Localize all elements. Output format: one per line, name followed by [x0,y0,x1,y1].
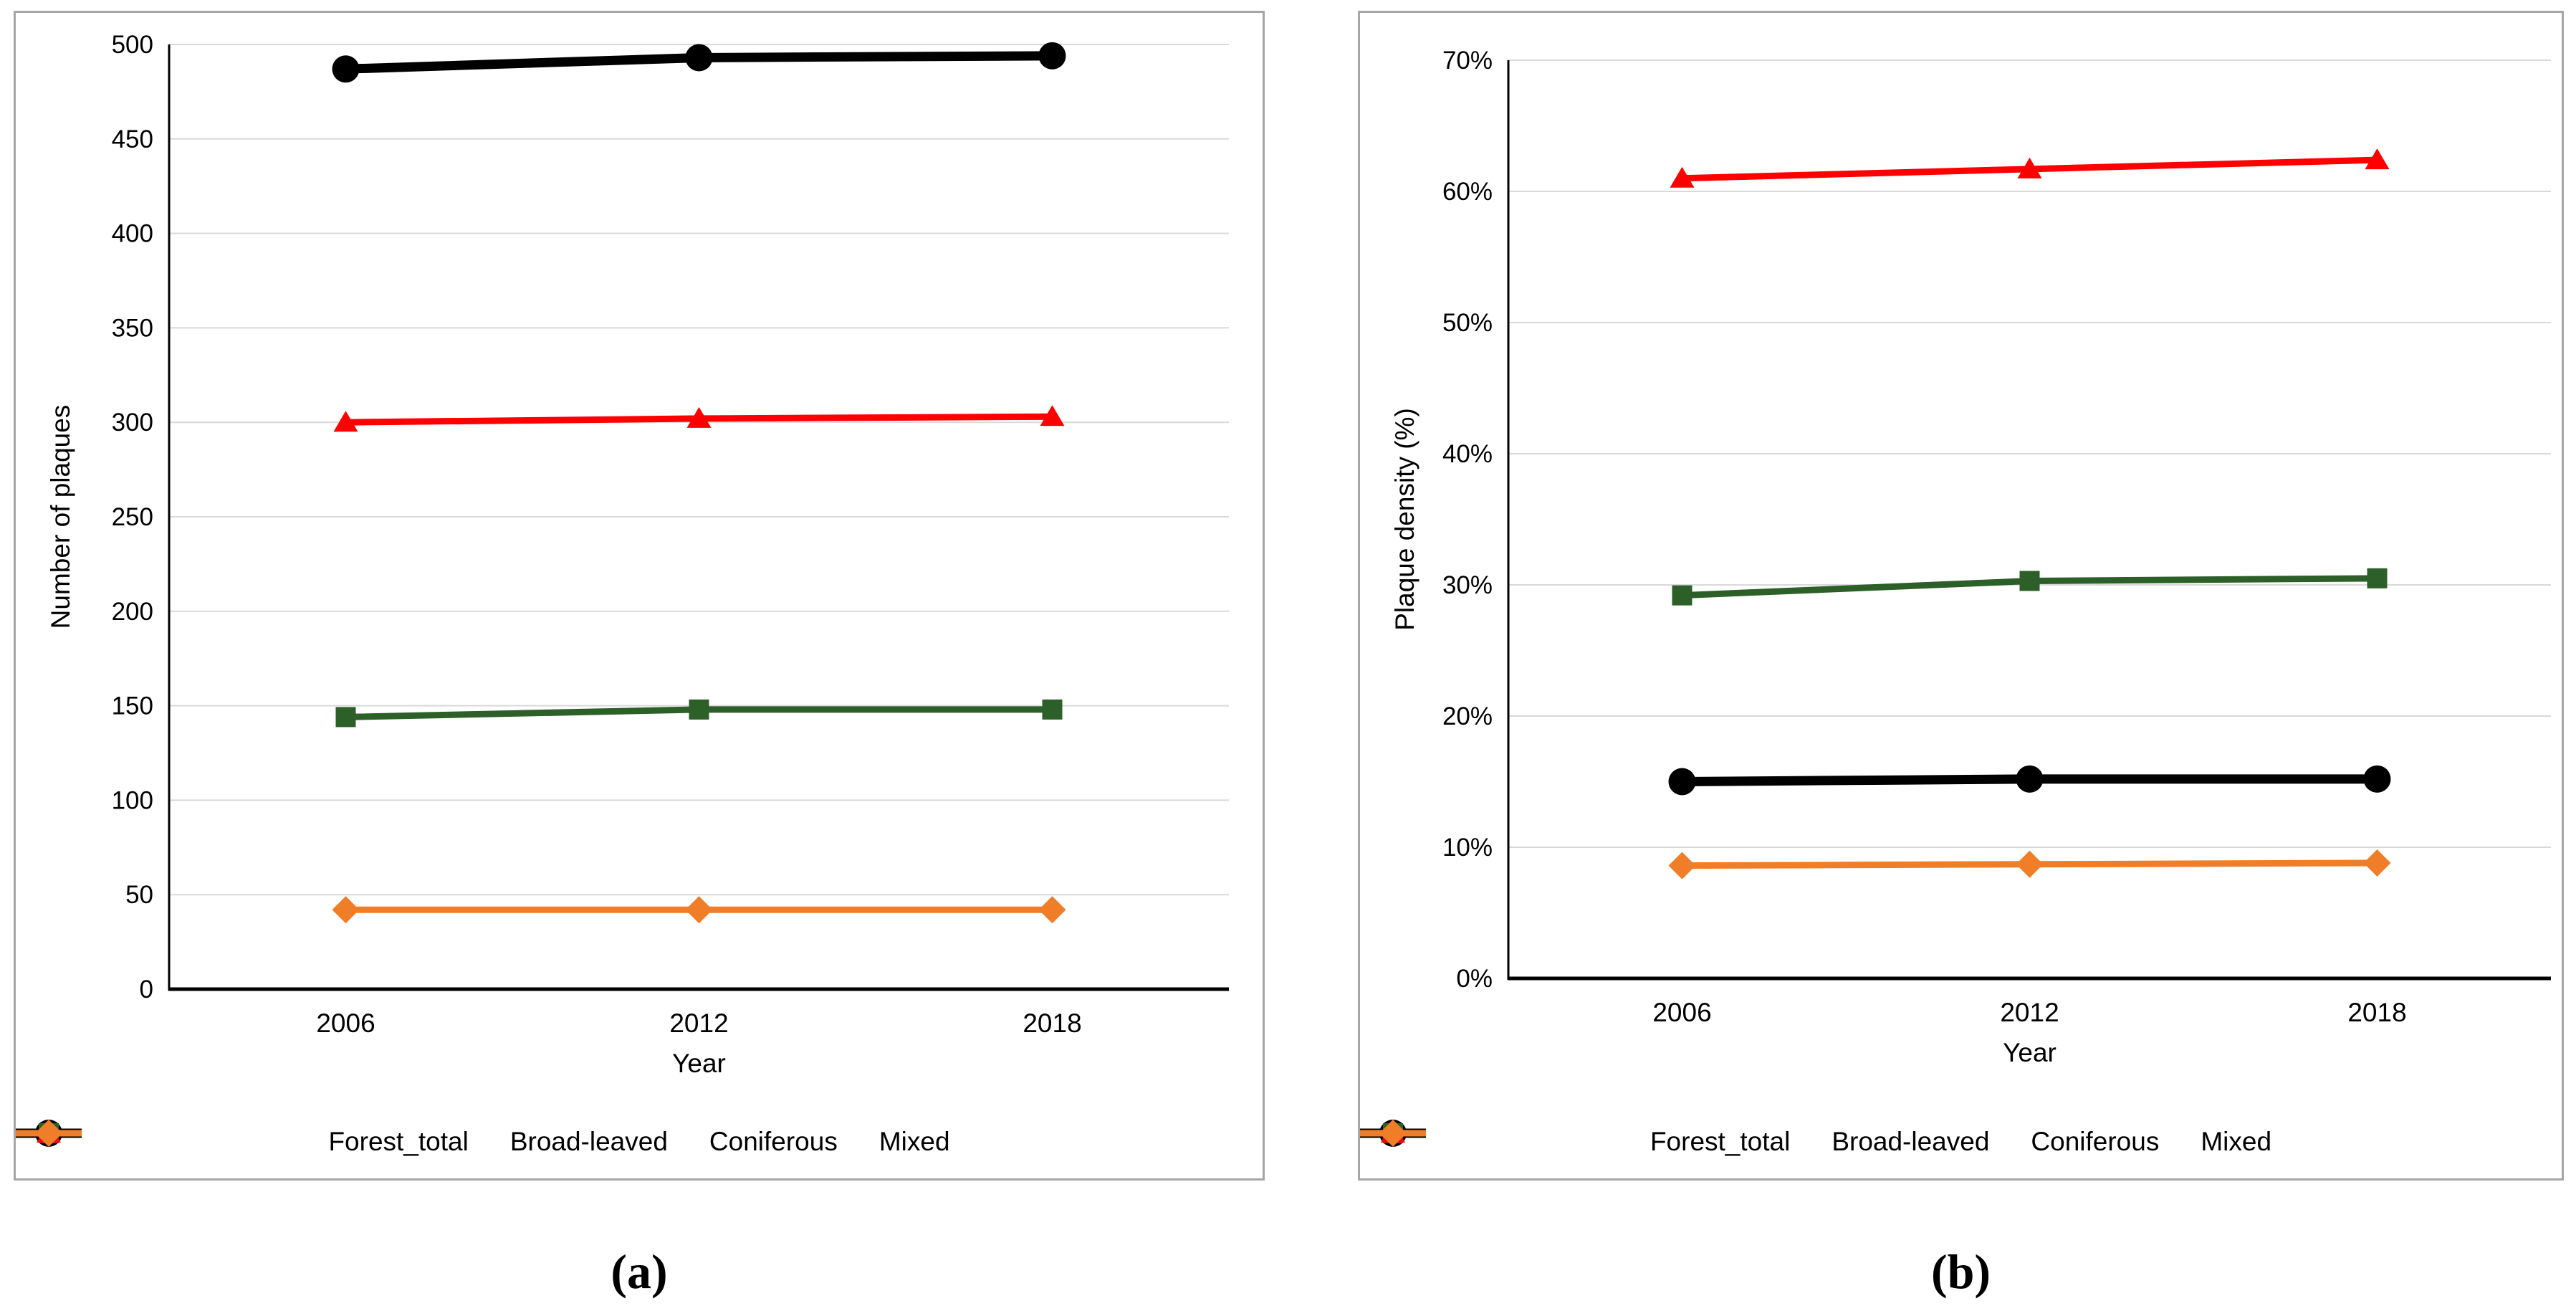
legend-item-Mixed: Mixed [16,1120,950,1157]
y-tick-label: 450 [112,125,153,153]
series-marker-Mixed [1038,896,1066,924]
legend-label: Mixed [878,1127,950,1156]
series-marker-Coniferous [2365,148,2390,170]
y-tick-label: 0 [140,976,153,1003]
series-marker-Forest_total [2016,765,2044,793]
series-marker-Broad-leaved [1042,699,1063,720]
caption-b: (b) [1930,1244,1991,1299]
y-tick-label: 20% [1442,702,1493,730]
legend-item-Forest_total: Forest_total [16,1120,469,1157]
series-marker-Forest_total [332,55,360,83]
legend-marker-diamond-icon [1360,1120,1426,1147]
x-tick-label: 2012 [2000,998,2059,1027]
y-tick-label: 200 [112,598,153,626]
y-tick-label: 300 [112,409,153,437]
legend-label: Coniferous [709,1127,838,1156]
chart-panel-b: 0% 10% 20% 30% 40% 50% 60% 70% 2006 2012 2018 Year P… [1358,11,2564,1181]
y-tick-label: 400 [112,220,153,248]
legend-item-Broad-leaved: Broad-leaved [1360,1123,1990,1157]
y-tick-label: 150 [112,692,153,720]
y-tick-label: 250 [112,503,153,531]
x-tick-label: 2018 [1023,1009,1081,1038]
series-marker-Forest_total [685,44,713,72]
legend-label: Broad-leaved [509,1127,668,1156]
x-tick-label: 2006 [1652,998,1711,1027]
line-chart-b: 0% 10% 20% 30% 40% 50% 60% 70% 2006 2012 2018 Year P… [1390,47,2551,1067]
series-marker-Coniferous [333,411,358,432]
legend-marker [1379,1120,1407,1147]
x-tick-label: 2006 [316,1009,375,1038]
line-chart-a: 0 50 100 150 200 250 300 350 400 450 500 2006 2012 20… [46,31,1229,1078]
y-axis-title: Plaque density (%) [1390,408,1419,631]
series-marker-Coniferous [1040,405,1065,426]
legend-item-Broad-leaved: Broad-leaved [16,1123,668,1157]
x-axis-title: Year [2003,1038,2057,1067]
series-marker-Coniferous [2017,157,2042,178]
series-marker-Forest_total [2363,765,2391,793]
legend-marker-diamond-icon [16,1120,82,1147]
series-marker-Broad-leaved [2367,568,2388,588]
legend-a: Forest_total Broad-leaved Coniferous Mixed [16,1117,1263,1167]
series-marker-Forest_total [1038,42,1066,70]
series-marker-Coniferous [686,406,712,428]
caption-a: (a) [611,1244,668,1299]
x-tick-label: 2018 [2347,998,2406,1027]
series-marker-Forest_total [1668,768,1696,796]
legend-label: Mixed [2201,1127,2272,1156]
legend-label: Forest_total [1649,1127,1791,1156]
y-tick-label: 50% [1442,309,1493,337]
series-marker-Mixed [685,896,713,924]
legend-item-Forest_total: Forest_total [1360,1120,1791,1157]
y-tick-label: 100 [112,786,153,814]
chart-panel-a: 0 50 100 150 200 250 300 350 400 450 500 2006 2012 20… [14,11,1265,1181]
y-tick-label: 30% [1442,571,1493,599]
legend-label: Coniferous [2031,1127,2160,1156]
legend-label: Broad-leaved [1832,1127,1990,1156]
y-axis-title: Number of plaques [46,405,75,629]
series-marker-Mixed [2363,849,2391,877]
legend-b: Forest_total Broad-leaved Coniferous Mixed [1360,1117,2562,1167]
legend-label: Forest_total [328,1127,469,1156]
series-marker-Coniferous [1670,166,1695,188]
series-marker-Broad-leaved [335,707,356,728]
y-tick-label: 350 [112,314,153,342]
y-tick-label: 0% [1456,965,1493,993]
series-marker-Mixed [332,896,360,924]
legend-marker [35,1120,62,1147]
series-marker-Broad-leaved [1672,585,1692,606]
series-marker-Broad-leaved [2019,571,2040,591]
x-axis-title: Year [672,1049,726,1078]
series-marker-Mixed [2016,850,2044,878]
y-tick-label: 40% [1442,440,1493,468]
series-marker-Broad-leaved [689,699,709,720]
y-tick-label: 500 [112,31,153,59]
y-tick-label: 70% [1442,47,1493,75]
x-tick-label: 2012 [669,1009,728,1038]
y-tick-label: 50 [125,881,153,909]
series-marker-Mixed [1668,852,1696,879]
legend-item-Mixed: Mixed [1360,1120,2272,1157]
legend-item-Coniferous: Coniferous [1360,1122,2160,1157]
y-tick-label: 60% [1442,178,1493,206]
legend-item-Coniferous: Coniferous [16,1122,838,1157]
y-tick-label: 10% [1442,834,1493,862]
